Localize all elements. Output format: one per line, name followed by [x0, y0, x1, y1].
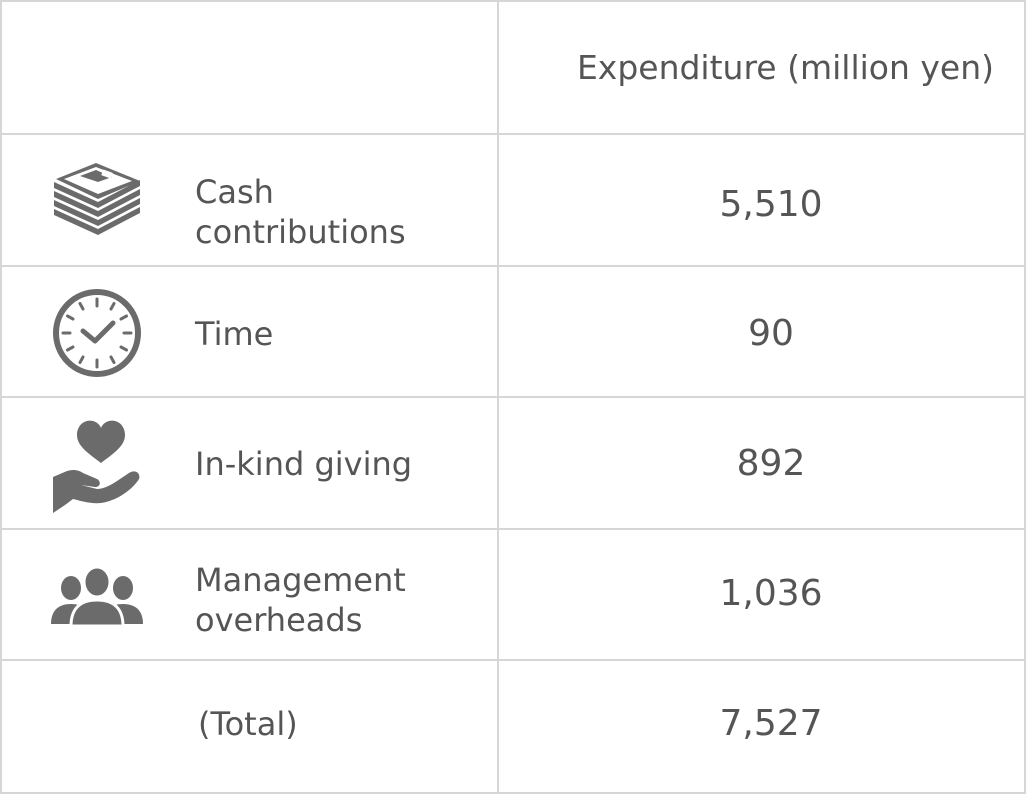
column-divider [497, 0, 499, 794]
value-management-overheads: 1,036 [719, 573, 823, 614]
table-border-top [0, 0, 1026, 2]
row-label-time: Time [195, 314, 273, 354]
total-label: (Total) [198, 705, 298, 743]
label-line: In-kind giving [195, 445, 413, 483]
row-label-management-overheads: Management overheads [195, 560, 406, 640]
money-stack-icon [48, 152, 146, 250]
label-line: Management [195, 561, 406, 599]
clock-icon [48, 284, 146, 382]
label-line: overheads [195, 601, 363, 639]
label-line: Cash [195, 173, 274, 211]
label-line: Time [195, 315, 274, 353]
value-cash-contributions: 5,510 [719, 184, 823, 225]
row-divider [0, 659, 1026, 661]
table-border-right [1024, 0, 1026, 794]
row-divider [0, 396, 1026, 398]
total-value: 7,527 [719, 703, 823, 744]
row-divider [0, 528, 1026, 530]
value-in-kind-giving: 892 [736, 443, 806, 484]
heart-hand-icon [48, 416, 146, 514]
table-border-left [0, 0, 2, 794]
table-border-bottom [0, 792, 1026, 794]
column-header-expenditure: Expenditure (million yen) [576, 47, 994, 87]
people-group-icon [48, 547, 146, 645]
row-divider [0, 265, 1026, 267]
row-divider [0, 133, 1026, 135]
value-time: 90 [748, 313, 794, 354]
label-line: contributions [195, 213, 406, 251]
row-label-in-kind-giving: In-kind giving [195, 444, 412, 484]
row-label-cash-contributions: Cash contributions [195, 172, 406, 252]
